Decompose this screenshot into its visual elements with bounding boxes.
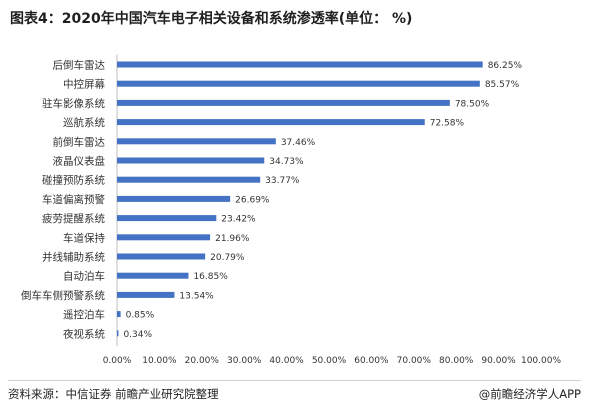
chart-title: 图表4：2020年中国汽车电子相关设备和系统渗透率(单位： %) [10,11,413,27]
data-label-11: 16.85% [193,272,228,282]
bar-6 [117,176,261,183]
category-label-8: 疲劳提醒系统 [42,212,105,225]
data-label-13: 0.85% [126,311,155,321]
data-label-6: 33.77% [265,176,300,186]
footer-divider [8,380,581,381]
bar-5 [117,157,265,164]
data-label-1: 85.57% [485,80,520,90]
category-label-11: 自动泊车 [63,270,105,283]
category-label-10: 并线辅助系统 [42,251,105,264]
bar-14 [117,330,119,337]
x-tick-label-6: 60.00% [354,356,389,366]
category-label-14: 夜视系统 [63,327,105,340]
data-label-9: 21.96% [215,234,250,244]
bar-4 [117,138,276,145]
data-label-7: 26.69% [235,195,270,205]
bar-1 [117,80,480,87]
bar-chart: 后倒车雷达 86.25% 中控屏幕 85.57% 驻车影像系统 78.50% 巡航系统 72.… [21,54,561,366]
category-label-2: 驻车影像系统 [42,97,105,110]
x-tick-label-5: 50.00% [312,356,347,366]
x-tick-label-3: 30.00% [227,356,262,366]
bar-7 [117,195,231,202]
category-label-9: 车道保持 [63,231,105,244]
bar-8 [117,215,217,222]
category-label-1: 中控屏幕 [63,78,105,91]
category-label-3: 巡航系统 [63,116,105,129]
bar-10 [117,253,206,260]
bar-12 [117,291,175,298]
data-label-2: 78.50% [455,99,490,109]
category-label-6: 碰撞预防系统 [42,174,105,187]
category-label-0: 后倒车雷达 [53,59,106,72]
data-label-5: 34.73% [269,157,304,167]
data-label-8: 23.42% [221,215,256,225]
bar-9 [117,234,211,241]
category-label-4: 前倒车雷达 [53,135,106,148]
data-label-12: 13.54% [179,291,214,301]
bar-13 [117,311,121,318]
category-label-12: 倒车车侧预警系统 [21,289,105,302]
x-tick-label-1: 10.00% [142,356,177,366]
data-label-10: 20.79% [210,253,245,263]
bar-11 [117,272,189,279]
x-tick-label-4: 40.00% [269,356,304,366]
bar-0 [117,61,483,68]
data-label-3: 72.58% [430,119,465,129]
bar-3 [117,119,425,126]
x-tick-label-9: 90.00% [481,356,516,366]
x-tick-label-7: 70.00% [397,356,432,366]
data-label-14: 0.34% [123,330,152,340]
category-label-5: 液晶仪表盘 [53,155,106,168]
x-tick-label-0: 0.00% [103,356,132,366]
x-tick-label-10: 100.00% [521,356,561,366]
x-tick-label-8: 80.00% [439,356,474,366]
source-note: 资料来源：中信证券 前瞻产业研究院整理 [8,387,219,401]
credit-label: @前瞻经济学人APP [478,387,581,401]
data-label-4: 37.46% [281,138,316,148]
x-tick-label-2: 20.00% [185,356,220,366]
category-label-13: 遥控泊车 [63,308,105,321]
bar-2 [117,99,450,106]
data-label-0: 86.25% [488,61,523,71]
category-label-7: 车道偏离预警 [42,193,105,206]
